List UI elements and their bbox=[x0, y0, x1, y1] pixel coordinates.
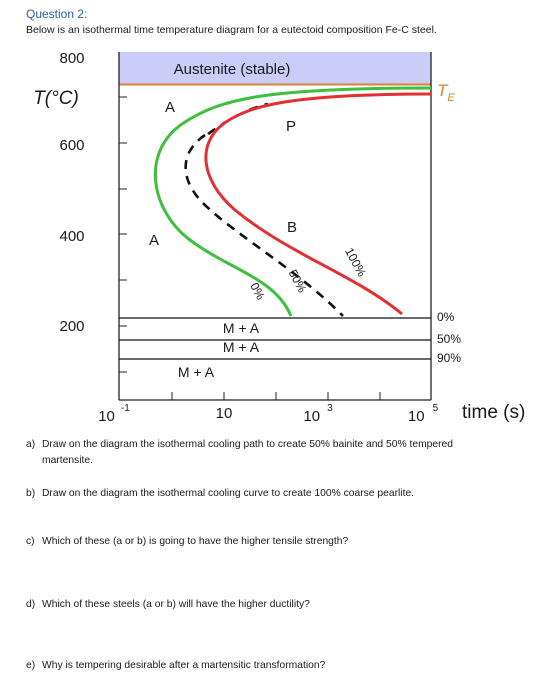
x-tick-label: 10 3 bbox=[303, 403, 333, 425]
question-text: Draw on the diagram the isothermal cooli… bbox=[42, 488, 415, 499]
question-letter: d) bbox=[26, 599, 36, 610]
martensite-percent: 90% bbox=[437, 351, 461, 365]
y-tick-label: 600 bbox=[59, 137, 84, 154]
question-text-continued: martensite. bbox=[42, 455, 93, 466]
martensite-label: M + A bbox=[223, 320, 260, 336]
x-tick-label: 10 bbox=[216, 405, 233, 422]
y-tick-label: 800 bbox=[59, 50, 84, 67]
question-c: c) Which of these (a or b) is going to ha… bbox=[26, 534, 348, 550]
y-axis-label: T(°C) bbox=[33, 88, 79, 109]
bainite-label: B bbox=[287, 219, 297, 236]
question-letter: c) bbox=[26, 536, 35, 547]
fifty-percent-curve bbox=[184, 133, 344, 317]
start-curve bbox=[153, 86, 432, 317]
x-axis-label: time (s) bbox=[462, 402, 525, 423]
x-tick-label: 10 -1 bbox=[98, 403, 130, 425]
x-tick-label: 10 5 bbox=[408, 403, 439, 425]
question-a: a) Draw on the diagram the isothermal coo… bbox=[26, 437, 453, 469]
curve-label-finish: 100% bbox=[342, 245, 369, 279]
question-title: Question 2: bbox=[26, 7, 88, 21]
question-text: Which of these steels (a or b) will have… bbox=[42, 599, 310, 610]
y-tick-label: 400 bbox=[59, 228, 84, 245]
question-e: e) Why is tempering desirable after a mar… bbox=[26, 658, 325, 674]
question-letter: a) bbox=[26, 439, 36, 450]
austenite-label: Austenite (stable) bbox=[174, 61, 291, 78]
martensite-label: M + A bbox=[178, 364, 215, 380]
curve-label-middle: 50% bbox=[286, 267, 310, 295]
question-text: Which of these (a or b) is going to have… bbox=[42, 536, 349, 547]
question-text: Draw on the diagram the isothermal cooli… bbox=[42, 439, 453, 450]
y-tick-label: 200 bbox=[59, 318, 84, 335]
martensite-percent: 50% bbox=[437, 332, 461, 346]
question-b: b) Draw on the diagram the isothermal coo… bbox=[26, 486, 414, 502]
te-label: TE bbox=[437, 81, 455, 104]
question-d: d) Which of these steels (a or b) will ha… bbox=[26, 597, 310, 613]
martensite-label: M + A bbox=[223, 339, 260, 355]
pearlite-label: P bbox=[286, 118, 296, 135]
question-letter: b) bbox=[26, 488, 36, 499]
martensite-percent: 0% bbox=[437, 310, 455, 324]
question-letter: e) bbox=[26, 660, 36, 671]
question-text: Why is tempering desirable after a marte… bbox=[42, 660, 326, 671]
austenite-label-lower: A bbox=[149, 232, 159, 249]
question-intro: Below is an isothermal time temperature … bbox=[26, 24, 437, 36]
ttt-diagram: Austenite (stable) TE 800 600 400 200 T(… bbox=[33, 50, 525, 425]
austenite-label-upper: A bbox=[165, 99, 175, 116]
austenite-region bbox=[119, 52, 431, 84]
finish-curve bbox=[204, 92, 432, 316]
